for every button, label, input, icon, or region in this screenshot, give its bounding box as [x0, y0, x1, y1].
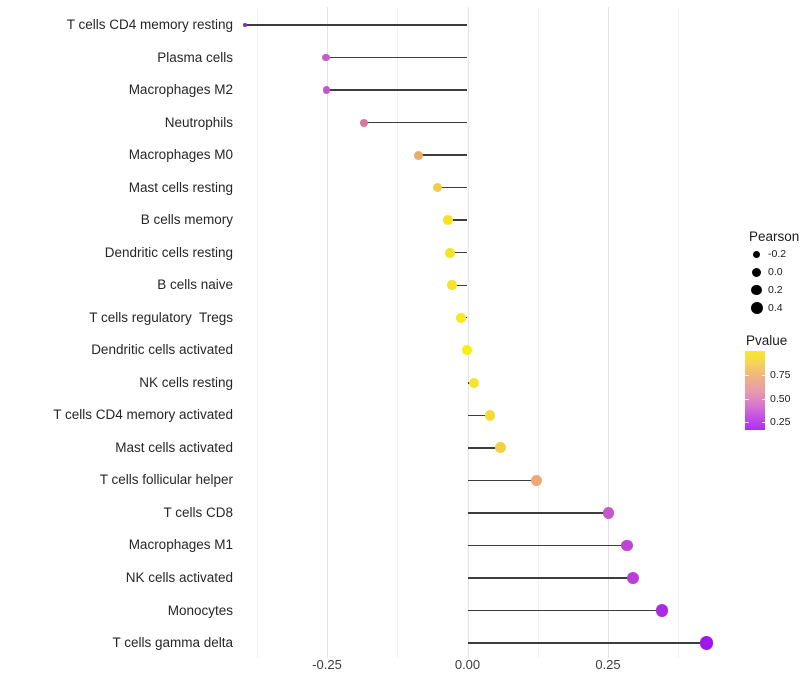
- y-axis-label: Plasma cells: [157, 49, 233, 65]
- minor-gridline: [256, 7, 258, 658]
- minor-gridline: [678, 7, 680, 658]
- lollipop-dot: [243, 23, 247, 27]
- y-axis-label: T cells CD4 memory activated: [53, 407, 233, 423]
- y-axis-label: NK cells activated: [125, 570, 233, 585]
- y-axis-label: Mast cells activated: [115, 439, 233, 455]
- colorbar-tick-label: 0.50: [770, 392, 791, 405]
- lollipop-stem: [467, 447, 501, 449]
- lollipop-dot: [322, 86, 331, 94]
- size-legend-dot: [752, 250, 761, 258]
- y-axis-label: Neutrophils: [164, 114, 233, 130]
- lollipop-stem: [467, 479, 537, 482]
- size-legend-title: Pearson: [749, 229, 800, 244]
- lollipop-dot: [495, 442, 507, 454]
- y-axis-label: Macrophages M2: [128, 82, 233, 98]
- lollipop-stem: [467, 642, 707, 644]
- y-axis-label: Dendritic cells activated: [91, 342, 233, 358]
- lollipop-dot: [700, 636, 714, 650]
- lollipop-stem: [437, 186, 468, 189]
- y-axis-label: Macrophages M0: [128, 147, 233, 163]
- colorbar-tick: [745, 374, 749, 376]
- lollipop-dot: [360, 118, 369, 127]
- x-axis-tick-label: -0.25: [312, 657, 342, 672]
- lollipop-stem: [418, 154, 468, 156]
- lollipop-dot: [462, 345, 472, 356]
- lollipop-dot: [469, 377, 480, 388]
- colorbar-tick-label: 0.25: [770, 416, 791, 429]
- y-axis-label: T cells gamma delta: [112, 635, 233, 651]
- size-legend-label: 0.0: [768, 266, 783, 279]
- y-axis-label: Mast cells resting: [128, 179, 233, 195]
- lollipop-dot: [445, 247, 455, 258]
- colorbar-tick: [761, 422, 765, 424]
- major-gridline: [327, 7, 328, 658]
- lollipop-stem: [448, 219, 468, 221]
- lollipop-dot: [530, 474, 542, 486]
- colorbar-tick-label: 0.75: [770, 368, 791, 381]
- colorbar-tick: [761, 374, 765, 376]
- y-axis-label: T cells CD8: [163, 504, 233, 520]
- lollipop-stem: [451, 284, 468, 286]
- size-legend-label: 0.2: [768, 283, 783, 296]
- lollipop-dot: [433, 182, 443, 193]
- lollipop-stem: [467, 609, 662, 612]
- x-axis-tick-label: 0.25: [595, 657, 621, 672]
- lollipop-dot: [443, 215, 454, 226]
- pvalue-colorbar: [745, 351, 765, 430]
- y-axis-label: NK cells resting: [139, 374, 233, 390]
- lollipop-dot: [413, 150, 423, 160]
- colorbar-tick: [761, 398, 765, 400]
- lollipop-stem: [244, 24, 468, 26]
- lollipop-dot: [446, 280, 457, 291]
- lollipop-dot: [621, 539, 633, 552]
- colorbar-tick: [745, 422, 749, 424]
- y-axis-label: B cells naive: [157, 277, 233, 293]
- color-legend-title: Pvalue: [746, 333, 788, 348]
- size-legend-dot: [752, 267, 761, 277]
- minor-gridline: [537, 7, 539, 658]
- lollipop-stem: [467, 414, 490, 417]
- lollipop-dot: [484, 410, 496, 421]
- size-legend-dot: [750, 301, 763, 314]
- y-axis-label: T cells follicular helper: [99, 472, 233, 488]
- y-axis-label: Monocytes: [167, 602, 233, 618]
- lollipop-stem: [467, 512, 609, 514]
- lollipop-dot: [655, 604, 669, 617]
- lollipop-stem: [450, 252, 468, 254]
- y-axis-label: T cells CD4 memory resting: [66, 17, 233, 32]
- lollipop-stem: [325, 56, 468, 59]
- lollipop-dot: [602, 507, 615, 519]
- major-gridline: [467, 7, 469, 658]
- x-axis-tick-label: 0.00: [454, 657, 481, 672]
- lollipop-stem: [467, 544, 628, 547]
- minor-gridline: [397, 7, 399, 658]
- lollipop-stem: [467, 577, 633, 579]
- lollipop-stem: [326, 89, 468, 91]
- lollipop-dot: [322, 53, 330, 62]
- y-axis-label: T cells regulatory Tregs: [89, 309, 233, 325]
- major-gridline: [608, 7, 609, 658]
- lollipop-dot: [626, 572, 639, 584]
- size-legend-dot: [751, 284, 762, 296]
- lollipop-stem: [364, 121, 468, 124]
- size-legend-label: -0.2: [768, 248, 787, 261]
- size-legend-label: 0.4: [768, 301, 783, 314]
- y-axis-label: Macrophages M1: [128, 537, 233, 553]
- lollipop-dot: [455, 312, 466, 323]
- y-axis-label: Dendritic cells resting: [104, 244, 233, 260]
- colorbar-tick: [745, 398, 749, 400]
- y-axis-label: B cells memory: [140, 212, 233, 228]
